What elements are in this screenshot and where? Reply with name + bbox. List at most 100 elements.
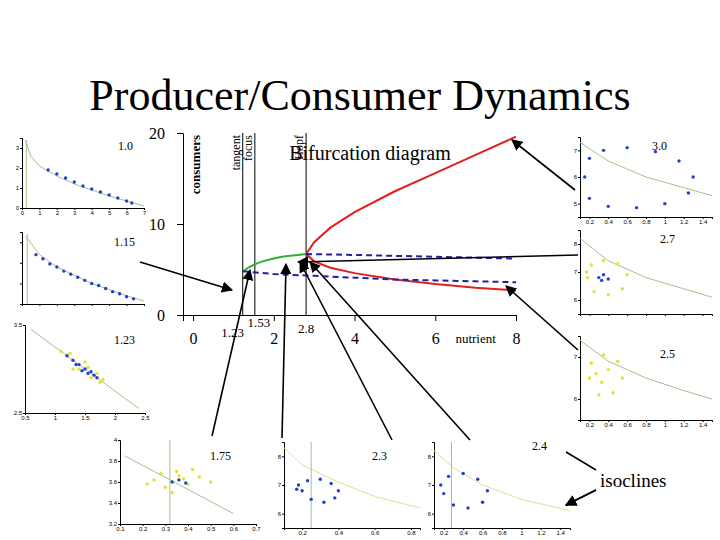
panel-label: 3.0 [652, 139, 667, 153]
tick-label: 1.4 [699, 219, 708, 225]
y-axis-line [20, 233, 23, 305]
tick-label: 2 [16, 165, 20, 171]
series-point [607, 293, 610, 296]
phase-panel: 0.10.20.30.40.50.60.73.23.43.63.841.75 [109, 437, 262, 532]
panel-label: 1.0 [118, 139, 133, 153]
tick-label: 6 [428, 511, 432, 517]
tick-label: 0.8 [642, 219, 651, 225]
series-point [77, 363, 80, 366]
tick: 3.6 [109, 479, 120, 485]
tick: 0.3 [162, 524, 171, 532]
tick: 8 [574, 241, 580, 247]
series-point [452, 503, 455, 506]
series-point [594, 372, 597, 375]
plot-background [120, 440, 256, 524]
series-point [461, 472, 464, 475]
tick-label: 5 [574, 201, 578, 207]
y-axis-line [432, 443, 435, 529]
series-point [621, 376, 624, 379]
tick-mark [127, 304, 128, 306]
tick [74, 304, 75, 306]
tick-label: 2.5 [14, 410, 23, 416]
bifurcation-label: focus [241, 135, 255, 161]
tick-mark [435, 315, 436, 321]
series-line [580, 238, 712, 297]
panel-label: 1.23 [114, 333, 135, 347]
series-point [65, 354, 68, 357]
tick-label: 6 [574, 297, 578, 303]
series-point [600, 279, 603, 282]
tick: 6 [574, 396, 580, 402]
series-line [27, 234, 28, 304]
tick-mark [516, 315, 517, 321]
series-point [306, 479, 309, 482]
series-point [616, 262, 619, 265]
series-point [73, 180, 76, 183]
tick-mark [703, 314, 704, 316]
series-point [184, 481, 187, 484]
series-point [152, 478, 155, 481]
series-point [118, 292, 121, 295]
tick: 0.2 [586, 420, 595, 428]
series-point [80, 369, 83, 372]
tick-mark [684, 314, 685, 316]
tick-label: 0.6 [230, 526, 239, 532]
y-axis-line [578, 337, 581, 421]
tick [127, 304, 128, 306]
tick-label: 7 [143, 210, 147, 216]
tick: 3 [73, 208, 77, 216]
series-point [635, 206, 638, 209]
tick-mark [20, 208, 22, 209]
phase-panel: 6782.7 [574, 230, 713, 316]
tick-mark [118, 440, 120, 441]
tick [20, 242, 22, 243]
tick [665, 314, 666, 316]
tick-label: 0.2 [139, 526, 148, 532]
tick-label: 0.1 [116, 526, 125, 532]
y-axis: 2.53.5 [14, 322, 26, 416]
plot-area [580, 142, 712, 209]
phase-panel: 0.20.40.60.811.21.46782.4 [428, 439, 571, 536]
slide: Producer/Consumer Dynamics0246801020tang… [0, 0, 720, 540]
tick: 0.8 [642, 217, 651, 225]
tick-mark [118, 503, 120, 504]
series-line [243, 254, 306, 271]
pointer-arrows [140, 140, 578, 440]
plot-background [284, 442, 420, 528]
series-point [602, 353, 605, 356]
tick-label: 6 [574, 396, 578, 402]
tick-label: 0.4 [605, 219, 614, 225]
pointer-arrow [300, 262, 392, 440]
tick-mark [578, 399, 580, 400]
series-point [99, 190, 102, 193]
y-axis-line [578, 231, 581, 315]
tick-mark [20, 148, 22, 149]
series-point [182, 477, 185, 480]
tick: 4 [114, 437, 120, 443]
tick [608, 314, 609, 316]
tick-label: 0 [21, 210, 25, 216]
series-line [31, 329, 139, 408]
tick-mark [578, 300, 580, 301]
series-point [83, 367, 86, 370]
tick-label: 3.2 [109, 521, 118, 527]
phase-panel: 0.511.522.52.53.51.23 [14, 322, 151, 421]
plot-area [25, 234, 144, 304]
series-line [243, 271, 516, 282]
series-point [439, 483, 442, 486]
tick: 1 [38, 208, 42, 216]
series-point [159, 472, 162, 475]
tick-label: 1 [664, 422, 668, 428]
y-axis-line [177, 134, 184, 316]
plot-background [22, 232, 144, 304]
tick: 4 [351, 315, 359, 347]
tick-label: 20 [149, 125, 165, 142]
series-point [132, 297, 135, 300]
tick-mark [282, 456, 284, 457]
tick-mark [646, 314, 647, 316]
series-point [447, 475, 450, 478]
tick: 3 [16, 145, 22, 151]
tick-mark [432, 456, 434, 457]
series-point [177, 474, 180, 477]
tick: 6 [574, 174, 580, 180]
